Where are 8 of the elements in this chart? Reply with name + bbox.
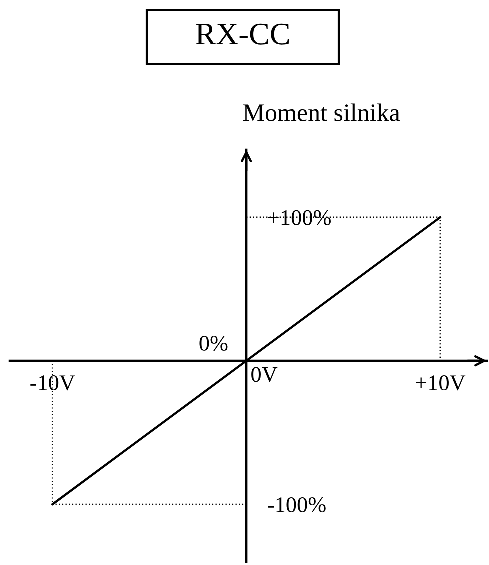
chart-title: RX-CC — [196, 24, 290, 45]
annotation: 0V — [252, 367, 278, 382]
x-tick-label: -10V — [30, 376, 76, 391]
annotation: 0% — [200, 336, 228, 352]
y-tick-label: +100% — [268, 210, 332, 226]
x-tick-label: +10V — [416, 376, 466, 391]
y-tick-label: -100% — [268, 498, 326, 513]
y-axis-title: Moment silnika — [243, 104, 400, 122]
